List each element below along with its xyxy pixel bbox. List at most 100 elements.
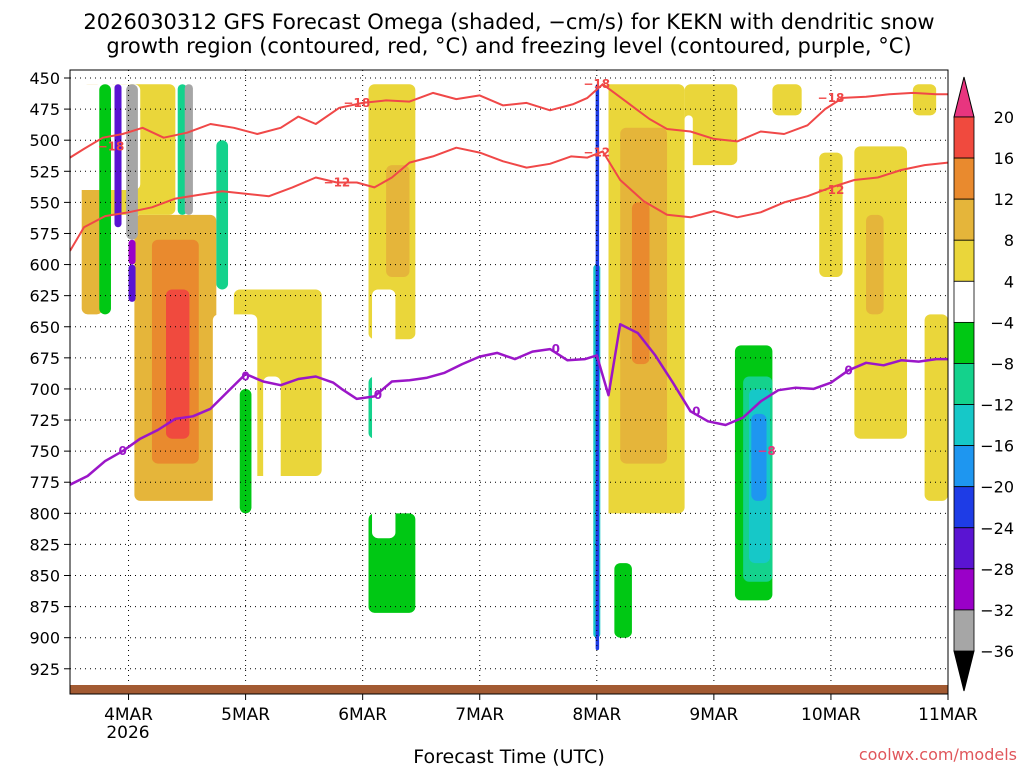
contour-label-minus18: −18 [583, 77, 610, 91]
omega-region [772, 84, 802, 116]
y-tick-label: 625 [29, 287, 60, 306]
omega-region [184, 84, 193, 215]
colorbar-label: 20 [994, 108, 1014, 127]
x-tick-label: 7MAR [455, 705, 504, 725]
colorbar-segment [953, 239, 975, 282]
omega-region [848, 476, 867, 545]
x-tick-label: 8MAR [572, 705, 621, 725]
colorbar-min-arrow [953, 650, 975, 692]
contour-label-zero: 0 [844, 363, 852, 377]
colorbar-label: −36 [980, 642, 1014, 661]
colorbar-label: −32 [980, 601, 1014, 620]
omega-region [372, 289, 396, 539]
omega-region [819, 152, 843, 277]
colorbar: 20 16 12 8 4 −4 −8 −12 −16 −20 −24 −28 −32 −36 [953, 76, 1014, 692]
contour-label-minus12: −12 [324, 175, 351, 189]
omega-label-minus8: −8 [757, 444, 775, 458]
y-tick-label: 925 [29, 660, 60, 679]
y-tick-label: 900 [29, 629, 60, 648]
contour-label-zero: 0 [241, 370, 249, 384]
omega-region [912, 115, 919, 128]
y-tick-label: 800 [29, 504, 60, 523]
omega-region [830, 538, 872, 595]
credit-text: coolwx.com/models [859, 745, 1017, 764]
y-tick-label: 675 [29, 349, 60, 368]
y-axis: 450 475 500 525 550 575 600 625 650 675 700 725 750 7… [29, 69, 70, 679]
contour-label-zero: 0 [692, 404, 700, 418]
y-tick-label: 600 [29, 256, 60, 275]
terrain-surface [70, 685, 948, 694]
omega-region [336, 289, 369, 464]
contour-label-minus18: −18 [98, 139, 125, 153]
x-tick-label: 5MAR [221, 705, 270, 725]
contour-label-zero: 0 [119, 444, 127, 458]
contour-label-zero: 0 [374, 388, 382, 402]
colorbar-segment [953, 568, 975, 611]
contours: −18 −18 −18 −18 −12 −12 −12 0 0 0 0 0 0 −8 [70, 77, 948, 486]
colorbar-segment [953, 280, 975, 323]
omega-region [128, 264, 136, 302]
colorbar-label: −12 [980, 396, 1014, 415]
omega-region [751, 413, 767, 501]
omega-region [631, 202, 650, 365]
x-year-label: 2026 [106, 723, 149, 743]
colorbar-label: −28 [980, 560, 1014, 579]
omega-region [165, 289, 190, 439]
omega-region [552, 513, 560, 613]
contour-label-minus18: −18 [818, 91, 845, 105]
omega-shading [75, 84, 948, 663]
x-tick-label: 9MAR [689, 705, 738, 725]
colorbar-label: −16 [980, 437, 1014, 456]
y-tick-label: 825 [29, 535, 60, 554]
colorbar-label: 8 [1004, 231, 1014, 250]
freezing-level-contour [70, 323, 948, 486]
omega-region [216, 140, 229, 290]
x-tick-label: 4MAR [104, 705, 153, 725]
colorbar-segment [953, 486, 975, 529]
omega-region [945, 127, 948, 166]
y-tick-label: 450 [29, 69, 60, 88]
omega-region [866, 214, 884, 315]
colorbar-segment [953, 157, 975, 200]
colorbar-segment [953, 321, 975, 364]
contour-label-minus12: −12 [818, 183, 845, 197]
x-tick-label: 6MAR [338, 705, 387, 725]
y-tick-label: 525 [29, 162, 60, 181]
omega-region [614, 563, 632, 638]
colorbar-label: −8 [990, 354, 1014, 373]
omega-region [212, 314, 258, 613]
y-tick-label: 775 [29, 473, 60, 492]
colorbar-label: −20 [980, 478, 1014, 497]
omega-region [924, 314, 948, 501]
colorbar-segment [953, 404, 975, 447]
y-tick-label: 550 [29, 193, 60, 212]
omega-region [126, 84, 138, 240]
omega-region [128, 239, 136, 265]
x-tick-label: 10MAR [801, 705, 861, 725]
omega-region [936, 84, 948, 122]
y-tick-label: 500 [29, 131, 60, 150]
colorbar-segment [953, 363, 975, 405]
colorbar-label: −4 [990, 313, 1014, 332]
omega-region [684, 115, 693, 178]
plot-area: −18 −18 −18 −18 −12 −12 −12 0 0 0 0 0 0 −8 [69, 69, 949, 695]
omega-region [114, 84, 122, 228]
x-tick-label: 11MAR [918, 705, 978, 725]
y-tick-label: 725 [29, 411, 60, 430]
colorbar-label: 4 [1004, 272, 1014, 291]
colorbar-segment [953, 445, 975, 488]
colorbar-label: 12 [994, 190, 1014, 209]
y-tick-label: 850 [29, 567, 60, 586]
chart-title-line2: growth region (contoured, red, °C) and f… [106, 34, 911, 58]
contour-label-minus12: −12 [583, 146, 610, 160]
omega-region [99, 84, 111, 315]
x-axis: 4MAR 5MAR 6MAR 7MAR 8MAR 9MAR 10MAR 11MAR [104, 694, 978, 725]
colorbar-max-arrow [953, 76, 975, 118]
y-tick-label: 575 [29, 224, 60, 243]
red-contour-minus18 [70, 83, 948, 159]
x-axis-title: Forecast Time (UTC) [413, 746, 604, 768]
omega-region [907, 587, 925, 620]
omega-region [509, 364, 515, 414]
colorbar-segment [953, 198, 975, 241]
